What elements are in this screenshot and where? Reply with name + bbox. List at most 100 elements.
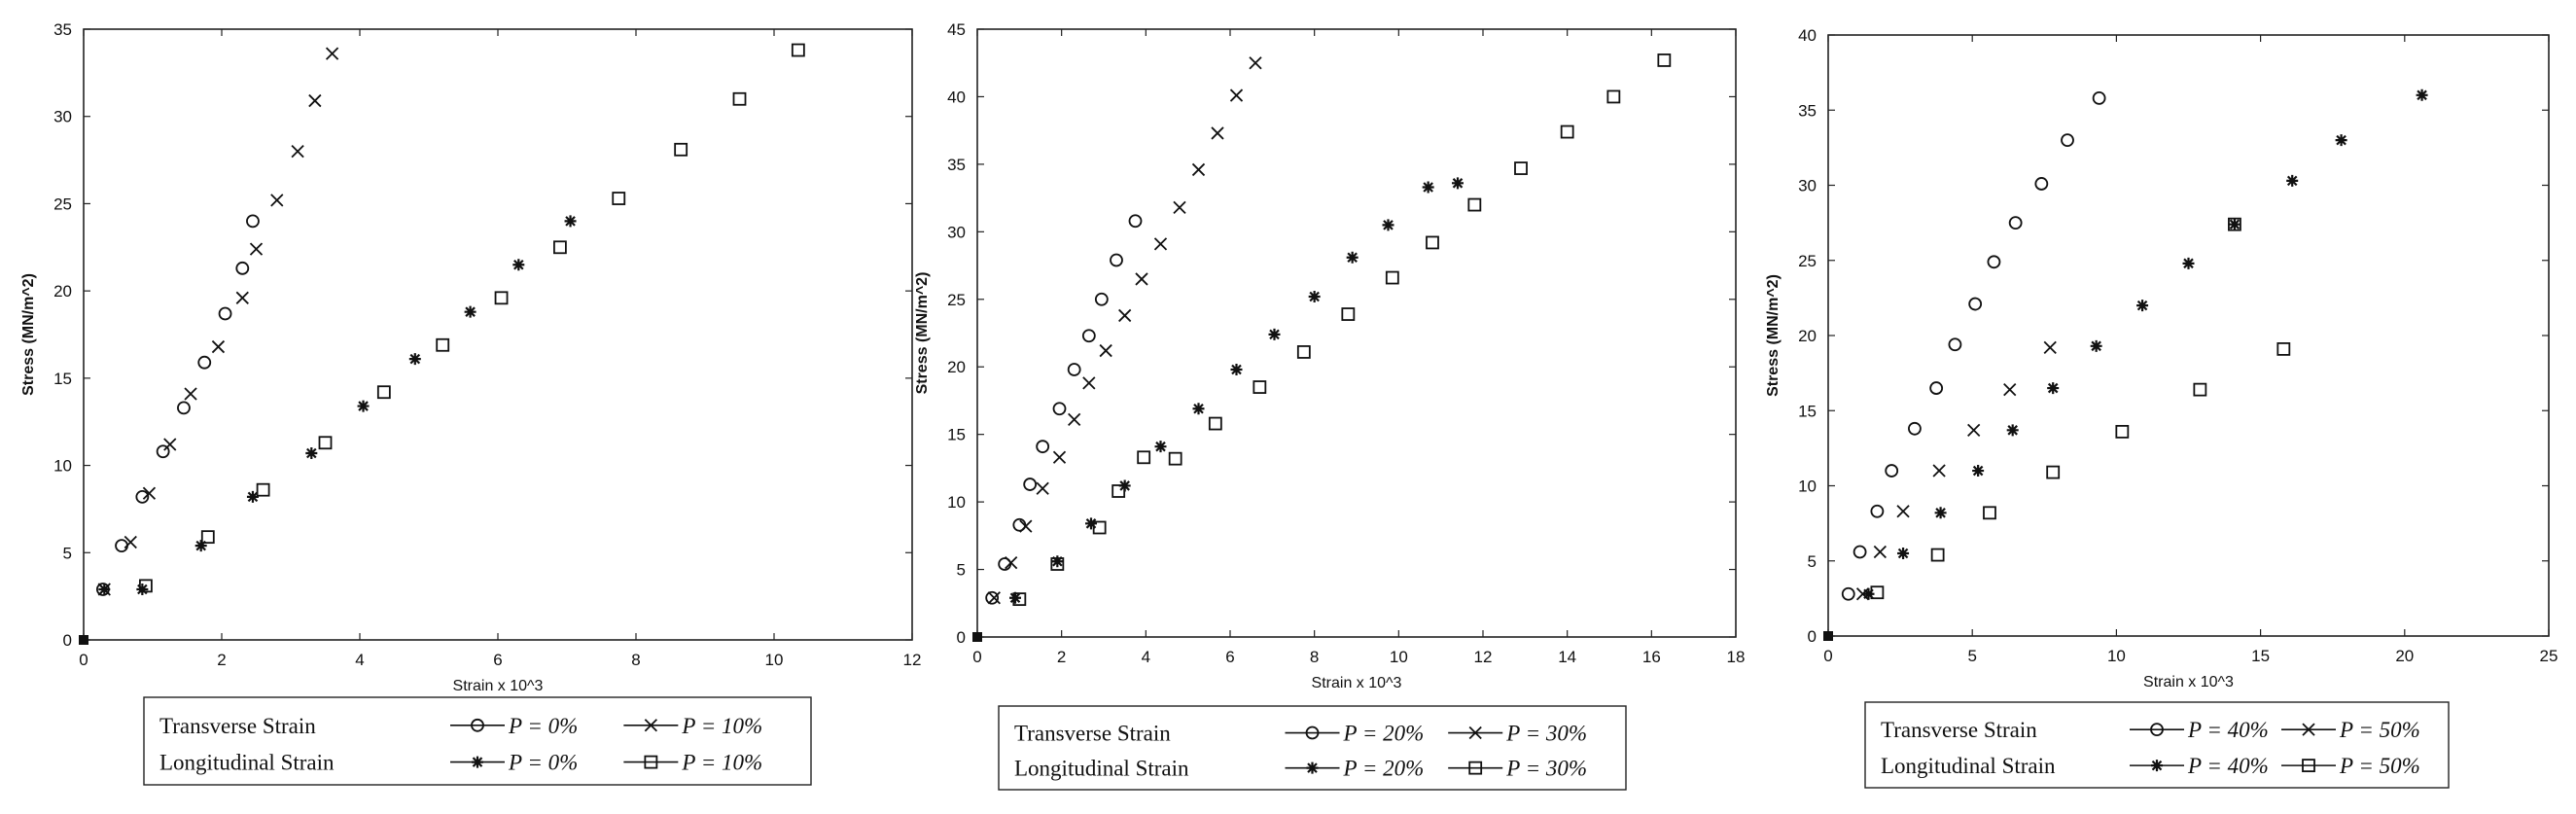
data-point — [211, 339, 226, 354]
data-point — [138, 579, 153, 593]
data-point — [1560, 124, 1574, 139]
data-point — [1932, 464, 1946, 478]
origin-point — [1823, 631, 1833, 641]
data-point — [200, 530, 215, 545]
y-tick-label: 10 — [947, 493, 966, 512]
data-point — [2228, 217, 2241, 231]
data-point — [235, 291, 249, 304]
data-point — [256, 482, 270, 497]
x-tick-label: 8 — [631, 651, 640, 669]
data-point — [1870, 585, 1885, 600]
data-point — [408, 353, 421, 366]
data-point — [1452, 177, 1464, 190]
data-point — [674, 142, 688, 157]
x-tick-label: 8 — [1310, 648, 1319, 666]
data-point — [2335, 134, 2347, 147]
data-point — [197, 355, 212, 370]
legend-series-label: P = 20% — [1343, 722, 1425, 746]
y-tick-label: 0 — [1808, 627, 1817, 646]
y-tick-label: 35 — [1798, 101, 1817, 120]
y-axis-label: Stress (MN/m^2) — [914, 272, 931, 395]
data-point — [308, 93, 322, 108]
data-point — [177, 401, 191, 415]
data-point — [1081, 329, 1096, 343]
data-point — [135, 489, 150, 504]
legend-2: Transverse Strain Longitudinal Strain P = … — [998, 705, 1627, 791]
y-tick-label: 40 — [947, 88, 966, 106]
data-point — [357, 400, 370, 412]
data-point — [124, 535, 137, 549]
x-tick-label: 6 — [1225, 648, 1234, 666]
y-tick-label: 30 — [1798, 177, 1817, 195]
y-tick-label: 5 — [63, 544, 72, 562]
series-square — [1870, 217, 2291, 600]
x-tick-label: 0 — [1823, 647, 1832, 665]
legend-marker — [1305, 726, 1320, 740]
legend-marker — [1468, 726, 1482, 740]
x-tick-label: 10 — [1390, 648, 1408, 666]
legend-marker — [471, 718, 484, 732]
data-point — [2286, 174, 2299, 187]
legend-series-label: P = 0% — [508, 751, 578, 775]
data-point — [2043, 340, 2057, 354]
data-point — [163, 438, 177, 451]
data-point — [464, 305, 476, 318]
data-point — [791, 43, 805, 57]
data-point — [1110, 253, 1123, 267]
series-x — [987, 56, 1262, 605]
data-point — [985, 590, 1000, 605]
data-point — [1192, 403, 1205, 415]
data-point — [1870, 504, 1885, 518]
data-point — [564, 215, 577, 228]
data-point — [1426, 235, 1439, 250]
data-point — [235, 261, 250, 275]
data-point — [1112, 484, 1126, 498]
y-tick-label: 20 — [1798, 327, 1817, 345]
series-star — [1009, 177, 1464, 604]
y-tick-label: 15 — [947, 426, 966, 444]
legend-3: Transverse Strain Longitudinal Strain P = … — [1864, 701, 2450, 789]
y-tick-label: 45 — [947, 20, 966, 39]
origin-point — [79, 635, 88, 645]
data-point — [1253, 380, 1267, 394]
legend-series-label: P = 30% — [1505, 757, 1587, 781]
data-point — [1930, 548, 1945, 562]
x-tick-label: 18 — [1727, 648, 1746, 666]
data-point — [1092, 520, 1107, 535]
data-point — [1862, 587, 1875, 600]
y-tick-label: 30 — [947, 223, 966, 241]
data-point — [1118, 308, 1132, 323]
legend-series-label: P = 50% — [2339, 754, 2420, 778]
x-tick-label: 10 — [765, 651, 784, 669]
data-point — [1268, 328, 1281, 340]
legend-frame — [1864, 701, 2450, 789]
legend-series-label: P = 10% — [681, 714, 762, 738]
data-point — [1972, 465, 1985, 478]
x-axis-label: Strain x 10^3 — [453, 678, 544, 694]
y-tick-label: 15 — [53, 370, 72, 388]
data-point — [1948, 337, 1962, 352]
y-tick-label: 25 — [53, 195, 72, 213]
legend-marker — [2302, 759, 2315, 773]
data-point — [1009, 591, 1021, 604]
data-point — [2092, 90, 2106, 105]
legend-1: Transverse Strain Longitudinal Strain P = … — [143, 696, 812, 786]
series-circle — [985, 214, 1143, 605]
legend-marker — [2302, 723, 2315, 736]
plot-frame — [83, 28, 913, 641]
legend-frame — [998, 705, 1627, 791]
data-point — [305, 447, 318, 460]
data-point — [184, 387, 197, 401]
data-point — [732, 91, 747, 106]
data-point — [2006, 424, 2019, 437]
data-point — [1211, 126, 1224, 140]
x-tick-label: 12 — [903, 651, 922, 669]
legend-series-label: P = 40% — [2187, 718, 2269, 742]
data-point — [1968, 297, 1983, 311]
data-point — [1987, 255, 2001, 269]
data-point — [1296, 345, 1311, 359]
legend-marker — [1306, 761, 1319, 774]
legend-marker — [1468, 761, 1483, 775]
data-point — [1208, 416, 1222, 431]
